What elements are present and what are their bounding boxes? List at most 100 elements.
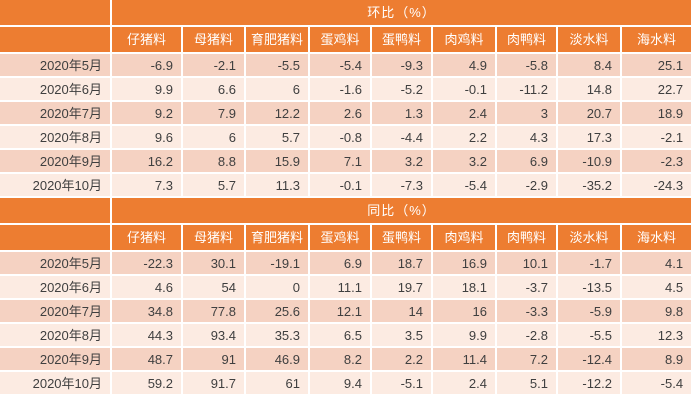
- data-cell: 2.2: [433, 126, 497, 150]
- data-cell: 7.9: [183, 102, 246, 126]
- row-label: 2020年10月: [0, 174, 112, 198]
- data-cell: -2.1: [183, 54, 246, 78]
- column-header: 蛋鸡料: [310, 225, 372, 252]
- data-cell: 11.1: [310, 276, 372, 300]
- table-row: 2020年6月 9.9 6.6 6 -1.6 -5.2 -0.1 -11.2 14.8 22.7: [0, 78, 691, 102]
- table-title-row: 环比（%）: [0, 0, 691, 27]
- data-cell: -5.4: [622, 372, 691, 396]
- row-label: 2020年6月: [0, 78, 112, 102]
- data-cell: -5.8: [497, 54, 558, 78]
- yoy-table: 同比（%） 仔猪料 母猪料 育肥猪料 蛋鸡料 蛋鸭料 肉鸡料 肉鸭料 淡水料 海水料 2020年5月…: [0, 198, 691, 396]
- data-cell: 9.8: [622, 300, 691, 324]
- data-cell: 4.1: [622, 252, 691, 276]
- data-cell: -0.8: [310, 126, 372, 150]
- data-cell: 3.2: [433, 150, 497, 174]
- column-header: 育肥猪料: [246, 27, 310, 54]
- data-cell: 9.4: [310, 372, 372, 396]
- data-cell: -5.4: [310, 54, 372, 78]
- data-cell: -0.1: [433, 78, 497, 102]
- header-spacer-cell: [0, 27, 112, 54]
- data-cell: 4.3: [497, 126, 558, 150]
- data-cell: 59.2: [112, 372, 183, 396]
- data-cell: 15.9: [246, 150, 310, 174]
- data-cell: 9.9: [112, 78, 183, 102]
- data-cell: 18.1: [433, 276, 497, 300]
- data-cell: 12.3: [622, 324, 691, 348]
- data-cell: 6: [183, 126, 246, 150]
- row-label: 2020年7月: [0, 300, 112, 324]
- table-row: 2020年7月 9.2 7.9 12.2 2.6 1.3 2.4 3 20.7 18.9: [0, 102, 691, 126]
- column-header: 蛋鸭料: [372, 27, 433, 54]
- title-spacer-cell: [0, 0, 112, 27]
- data-cell: 35.3: [246, 324, 310, 348]
- table-row: 2020年8月 9.6 6 5.7 -0.8 -4.4 2.2 4.3 17.3 -2.1: [0, 126, 691, 150]
- data-cell: 25.1: [622, 54, 691, 78]
- data-cell: -7.3: [372, 174, 433, 198]
- data-cell: 9.9: [433, 324, 497, 348]
- data-cell: 6.5: [310, 324, 372, 348]
- header-spacer-cell: [0, 225, 112, 252]
- data-cell: -4.4: [372, 126, 433, 150]
- row-label: 2020年7月: [0, 102, 112, 126]
- table-header-row: 仔猪料 母猪料 育肥猪料 蛋鸡料 蛋鸭料 肉鸡料 肉鸭料 淡水料 海水料: [0, 27, 691, 54]
- column-header: 蛋鸭料: [372, 225, 433, 252]
- data-cell: 48.7: [112, 348, 183, 372]
- column-header: 蛋鸡料: [310, 27, 372, 54]
- data-cell: 5.7: [246, 126, 310, 150]
- data-cell: 4.5: [622, 276, 691, 300]
- data-cell: 16.2: [112, 150, 183, 174]
- data-cell: 0: [246, 276, 310, 300]
- data-cell: 9.2: [112, 102, 183, 126]
- data-cell: 2.6: [310, 102, 372, 126]
- data-cell: 6: [246, 78, 310, 102]
- column-header: 母猪料: [183, 225, 246, 252]
- data-cell: 11.4: [433, 348, 497, 372]
- data-cell: -5.5: [558, 324, 622, 348]
- data-cell: 77.8: [183, 300, 246, 324]
- data-cell: -11.2: [497, 78, 558, 102]
- data-cell: -6.9: [112, 54, 183, 78]
- table-row: 2020年10月 59.2 91.7 61 9.4 -5.1 2.4 5.1 -12.2 -5.4: [0, 372, 691, 396]
- data-cell: -5.2: [372, 78, 433, 102]
- table-title: 环比（%）: [112, 0, 691, 27]
- data-cell: -3.3: [497, 300, 558, 324]
- data-cell: -24.3: [622, 174, 691, 198]
- data-cell: 54: [183, 276, 246, 300]
- row-label: 2020年9月: [0, 348, 112, 372]
- data-cell: 3.2: [372, 150, 433, 174]
- data-cell: -5.4: [433, 174, 497, 198]
- table-row: 2020年8月 44.3 93.4 35.3 6.5 3.5 9.9 -2.8 -5.5 12.3: [0, 324, 691, 348]
- data-cell: 91.7: [183, 372, 246, 396]
- data-cell: -2.1: [622, 126, 691, 150]
- data-cell: 46.9: [246, 348, 310, 372]
- column-header: 肉鸡料: [433, 225, 497, 252]
- data-cell: 7.3: [112, 174, 183, 198]
- data-cell: 12.1: [310, 300, 372, 324]
- data-cell: 9.6: [112, 126, 183, 150]
- data-cell: 8.9: [622, 348, 691, 372]
- column-header: 肉鸡料: [433, 27, 497, 54]
- row-label: 2020年8月: [0, 126, 112, 150]
- data-cell: -35.2: [558, 174, 622, 198]
- data-cell: 3: [497, 102, 558, 126]
- data-cell: 44.3: [112, 324, 183, 348]
- data-cell: 7.2: [497, 348, 558, 372]
- data-cell: -12.2: [558, 372, 622, 396]
- data-cell: -0.1: [310, 174, 372, 198]
- data-cell: 10.1: [497, 252, 558, 276]
- column-header: 仔猪料: [112, 27, 183, 54]
- data-cell: 4.9: [433, 54, 497, 78]
- row-label: 2020年6月: [0, 276, 112, 300]
- data-cell: 14.8: [558, 78, 622, 102]
- data-cell: -3.7: [497, 276, 558, 300]
- column-header: 仔猪料: [112, 225, 183, 252]
- data-cell: 7.1: [310, 150, 372, 174]
- data-cell: 4.6: [112, 276, 183, 300]
- data-cell: 14: [372, 300, 433, 324]
- data-cell: 8.8: [183, 150, 246, 174]
- data-cell: 34.8: [112, 300, 183, 324]
- data-cell: 8.2: [310, 348, 372, 372]
- column-header: 海水料: [622, 225, 691, 252]
- data-cell: 18.9: [622, 102, 691, 126]
- data-cell: 5.1: [497, 372, 558, 396]
